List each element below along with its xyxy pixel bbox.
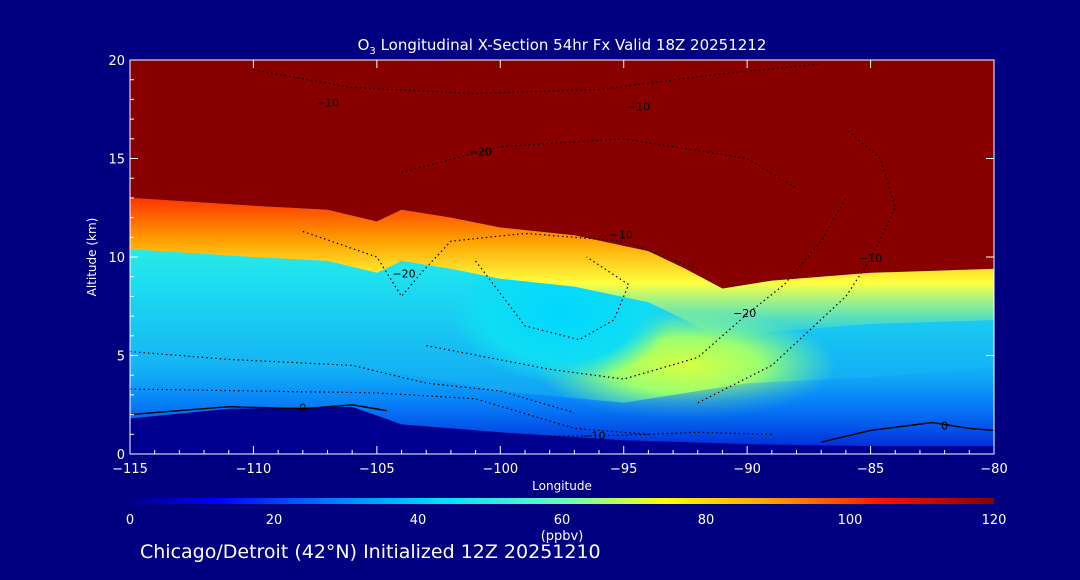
x-tick-label: −100 [482, 462, 518, 477]
contour-label-9: 0 [941, 419, 948, 432]
title-species: O [358, 36, 370, 54]
colorbar-tick-label: 40 [410, 513, 427, 528]
title-rest: Longitudinal X-Section 54hr Fx Valid 18Z… [376, 36, 767, 54]
y-tick-label: 15 [108, 153, 125, 168]
plot-area: −10 −10 −20 −10 −20 −20 −10 0 −10 0 [130, 60, 994, 454]
x-axis-label: Longitude [532, 479, 592, 493]
colorbar-ticks: 0 20 40 60 80 100 120 [126, 513, 1007, 528]
contour-zero-west [130, 404, 387, 416]
contour-label-6: −10 [859, 252, 882, 265]
x-tick-label: −110 [236, 462, 272, 477]
colorbar-tick-label: 100 [838, 513, 863, 528]
y-tick-label: 5 [117, 350, 125, 365]
colorbar-tick-label: 120 [982, 513, 1007, 528]
contour-label-1: −10 [627, 100, 650, 113]
contour-labels: −10 −10 −20 −10 −20 −20 −10 0 −10 0 [299, 96, 948, 442]
x-tick-label: −115 [112, 462, 148, 477]
contour-label-7: 0 [299, 402, 306, 415]
y-axis-label: Altitude (km) [85, 218, 99, 297]
contour-label-4: −20 [392, 268, 415, 281]
x-tick-label: −95 [610, 462, 637, 477]
y-tick-label: 20 [108, 54, 125, 69]
colorbar-tick-label: 0 [126, 513, 134, 528]
tropopause-transition-band [130, 197, 994, 340]
y-tick-label: 0 [117, 448, 125, 463]
contour-zero-east [821, 421, 994, 443]
initialization-caption: Chicago/Detroit (42°N) Initialized 12Z 2… [140, 541, 601, 563]
y-tick-label: 10 [108, 251, 125, 266]
contour-label-8: −10 [582, 429, 605, 442]
anomaly-contours [130, 63, 994, 443]
stratosphere-fill [130, 60, 994, 289]
contour-label-5: −20 [733, 307, 756, 320]
x-tick-label: −85 [857, 462, 884, 477]
x-tick-label: −105 [359, 462, 395, 477]
colorbar: 0 20 40 60 80 100 120 (ppbv) [126, 498, 1007, 544]
chart-title: O3 Longitudinal X-Section 54hr Fx Valid … [358, 36, 767, 57]
contour-mid-minus20 [302, 230, 699, 298]
colorbar-gradient [130, 498, 994, 504]
colorbar-tick-label: 60 [554, 513, 571, 528]
terrain-mask [130, 406, 994, 454]
colorbar-unit-label: (ppbv) [541, 529, 584, 544]
contour-core-minus20 [475, 256, 630, 341]
colorbar-tick-label: 80 [698, 513, 715, 528]
contour-surface-minus10 [549, 431, 772, 437]
contour-label-2: −20 [469, 146, 492, 159]
colorbar-tick-label: 20 [266, 513, 283, 528]
x-tick-label: −80 [980, 462, 1007, 477]
contour-upper-minus20 [401, 138, 797, 189]
x-tick-label: −90 [733, 462, 760, 477]
title-subscript: 3 [369, 46, 375, 57]
contour-label-0: −10 [316, 96, 339, 109]
contour-label-3: −10 [610, 228, 633, 241]
